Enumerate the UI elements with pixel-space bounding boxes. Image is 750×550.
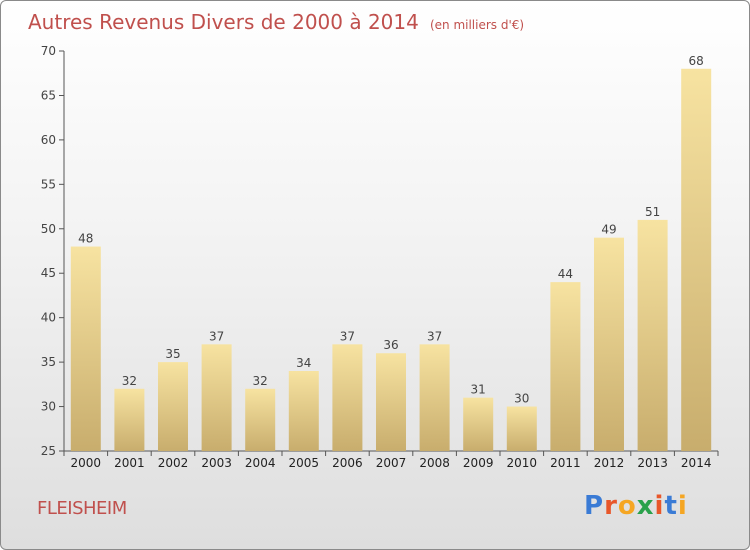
x-tick-label: 2014 [681,456,712,470]
data-label: 34 [296,356,311,370]
proxiti-logo[interactable]: Proxiti [584,491,688,521]
logo-letter: r [604,491,618,521]
data-label: 30 [514,392,529,406]
x-tick-label: 2002 [158,456,189,470]
x-tick-label: 2005 [289,456,320,470]
bar [506,406,537,451]
chart-title-unit: (en milliers d'€) [429,18,525,32]
bar [70,246,101,451]
bar [681,68,712,452]
data-label: 37 [209,329,224,343]
bar [376,353,406,451]
data-label: 68 [689,54,704,68]
x-tick-label: 2012 [594,456,625,470]
logo-letter: i [677,491,688,521]
y-tick-label: 65 [41,88,56,102]
chart-bars [70,68,712,452]
logo-letter: i [654,491,665,521]
y-tick-label: 70 [41,44,56,58]
bar [463,397,494,451]
logo-letter: o [617,491,637,521]
x-tick-label: 2009 [463,456,494,470]
logo-letter: P [584,491,605,521]
data-label: 37 [427,329,442,343]
bar [550,282,581,451]
data-label: 32 [253,374,268,388]
y-tick-label: 30 [41,400,56,414]
place-label: FLEISHEIM [37,498,127,519]
x-tick-label: 2013 [637,456,668,470]
data-label: 37 [340,329,355,343]
bar [288,371,319,451]
chart-title: Autres Revenus Divers de 2000 à 2014 (en… [28,10,524,34]
chart-title-main: Autres Revenus Divers de 2000 à 2014 [28,10,419,34]
logo-letter: x [636,491,655,521]
bar [114,388,145,451]
data-label: 35 [165,347,180,361]
y-tick-label: 35 [41,355,56,369]
y-tick-label: 25 [41,444,56,458]
logo-letter: t [664,491,678,521]
y-tick-label: 60 [41,133,56,147]
data-label: 32 [122,374,137,388]
chart-axes: 25 30 35 40 45 50 55 60 65 70 [41,44,719,458]
bar [594,237,624,451]
bar [637,219,668,451]
x-tick-label: 2003 [201,456,232,470]
x-tick-label: 2000 [71,456,102,470]
x-tick-label: 2007 [376,456,407,470]
x-tick-label: 2010 [507,456,538,470]
bar [332,344,363,451]
x-tick-label: 2011 [550,456,581,470]
data-label: 31 [471,383,486,397]
data-label: 49 [601,223,616,237]
bar [201,344,232,451]
y-tick-label: 45 [41,266,56,280]
data-label: 44 [558,267,573,281]
data-label: 51 [645,205,660,219]
data-label: 36 [383,338,398,352]
x-tick-label: 2008 [419,456,450,470]
bar [419,344,450,451]
data-label: 48 [78,232,93,246]
bar [158,362,188,451]
y-tick-label: 55 [41,177,56,191]
y-tick-label: 50 [41,222,56,236]
chart-labels: 2000 48 2001 32 2002 35 2003 37 2004 32 2005 34 2006… [71,54,712,470]
x-tick-label: 2001 [114,456,145,470]
y-tick-label: 40 [41,311,56,325]
x-tick-label: 2006 [332,456,363,470]
x-tick-label: 2004 [245,456,276,470]
bar [245,388,276,451]
